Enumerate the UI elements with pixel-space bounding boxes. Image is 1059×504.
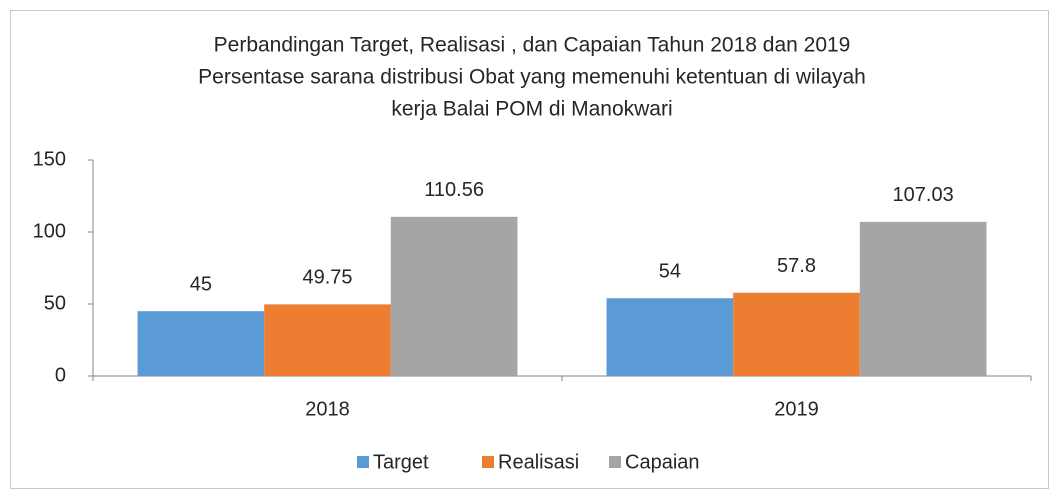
- y-tick-label: 100: [33, 220, 66, 242]
- data-label: 110.56: [424, 179, 484, 201]
- data-label: 45: [190, 273, 212, 295]
- legend-swatch: [609, 456, 621, 468]
- bar: [390, 216, 518, 376]
- bar: [264, 304, 391, 376]
- legend-label: Target: [373, 451, 429, 473]
- legend-label: Realisasi: [498, 451, 579, 473]
- x-tick-label: 2018: [305, 398, 350, 420]
- legend-label: Capaian: [625, 451, 700, 473]
- data-label: 57.8: [777, 255, 816, 277]
- y-tick-label: 0: [55, 364, 66, 386]
- legend-swatch: [357, 456, 369, 468]
- data-label: 49.75: [302, 267, 352, 289]
- data-label: 107.03: [893, 184, 954, 206]
- chart-title: Persentase sarana distribusi Obat yang m…: [198, 66, 866, 89]
- chart-title: Perbandingan Target, Realisasi , dan Cap…: [214, 34, 851, 57]
- y-tick-label: 50: [44, 292, 66, 314]
- y-tick-label: 150: [33, 148, 66, 170]
- bar: [137, 311, 265, 376]
- bar: [733, 292, 860, 376]
- data-label: 54: [659, 261, 681, 283]
- bar: [606, 298, 734, 376]
- bar: [859, 221, 987, 376]
- chart-title: kerja Balai POM di Manokwari: [391, 98, 672, 121]
- legend-swatch: [482, 456, 494, 468]
- x-tick-label: 2019: [774, 398, 819, 420]
